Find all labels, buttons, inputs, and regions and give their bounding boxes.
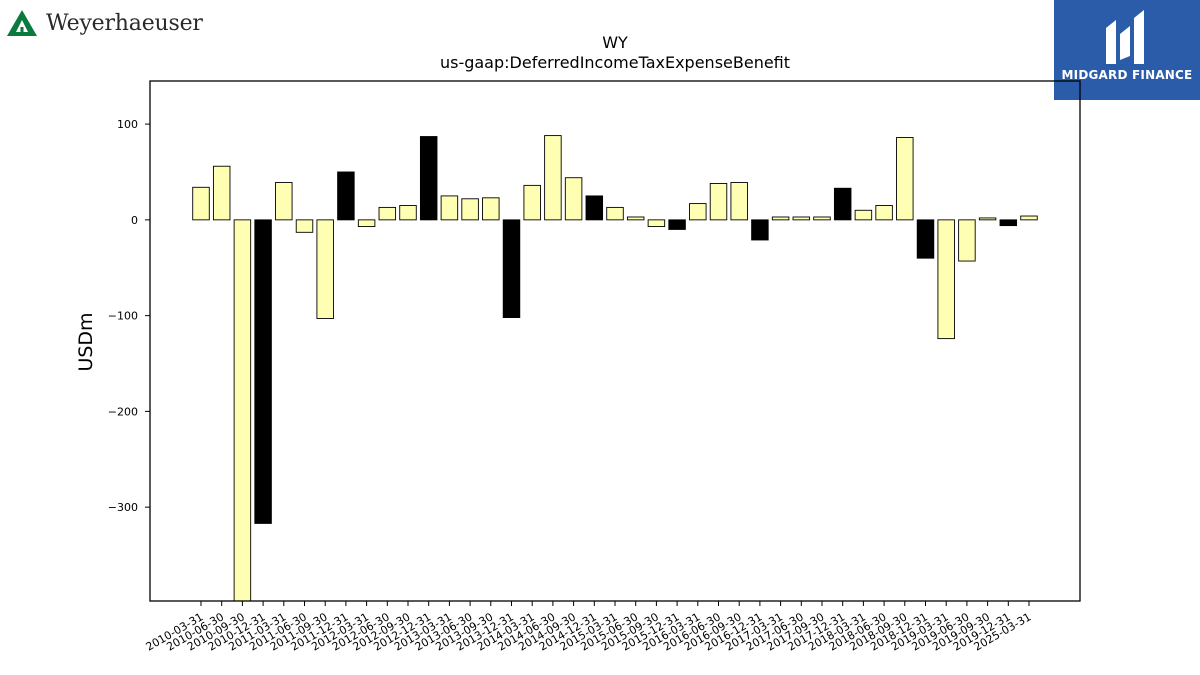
bar-2010-06-30 [212, 165, 231, 221]
bar-2010-09-30 [233, 219, 252, 602]
watermark-text: MIDGARD FINANCE [1061, 68, 1193, 82]
bar-2011-06-30 [295, 219, 314, 233]
y-axis: 100 0 −100 −200 −300 [108, 118, 150, 514]
bar-2011-12-31 [337, 171, 355, 221]
bar-2010-03-31 [192, 186, 210, 221]
bar-2012-03-31 [357, 219, 376, 228]
midgard-finance-watermark: MIDGARD FINANCE [1054, 0, 1200, 100]
bar-2013-12-31 [502, 219, 521, 318]
y-tick-label: −200 [108, 405, 138, 418]
bar-2016-12-31 [751, 219, 769, 241]
bar-2019-09-30 [978, 217, 997, 221]
midgard-logo-icon [1106, 10, 1144, 64]
weyerhaeuser-logo: Weyerhaeuser [6, 6, 203, 40]
bar-2018-12-31 [916, 219, 935, 259]
y-tick-label: −100 [108, 310, 138, 323]
chart-subtitle: us-gaap:DeferredIncomeTaxExpenseBenefit [440, 53, 790, 72]
bar-2014-09-30 [564, 177, 583, 221]
bar-2018-06-30 [875, 205, 893, 221]
bar-2015-03-31 [606, 206, 624, 221]
bar-2015-12-31 [668, 219, 686, 230]
bar-2017-03-31 [771, 216, 790, 221]
company-name: Weyerhaeuser [46, 10, 203, 36]
bars-group [192, 135, 1038, 602]
bar-2013-09-30 [482, 197, 500, 221]
bar-2012-09-30 [399, 205, 417, 221]
bar-2015-09-30 [647, 219, 666, 228]
bar-2014-12-31 [585, 195, 604, 221]
bar-2013-03-31 [440, 195, 459, 221]
bar-2010-12-31 [254, 219, 272, 524]
bar-2017-06-30 [792, 216, 811, 221]
y-tick-label: 100 [117, 118, 138, 131]
bar-2016-03-31 [689, 203, 707, 221]
bar-2013-06-30 [461, 198, 479, 221]
bar-2017-12-31 [833, 187, 852, 221]
bar-2019-06-30 [958, 219, 976, 262]
chart-title: WY [602, 33, 628, 52]
bar-2016-09-30 [730, 182, 748, 221]
bar-2015-06-30 [626, 216, 645, 221]
bar-2016-06-30 [709, 183, 728, 221]
bar-2011-09-30 [316, 219, 334, 319]
bar-2012-06-30 [378, 206, 397, 221]
bar-2014-06-30 [544, 135, 562, 221]
weyerhaeuser-tree-icon [7, 10, 37, 36]
bar-2019-03-31 [937, 219, 955, 340]
plot-frame [149, 80, 1081, 602]
bar-2014-03-31 [523, 184, 541, 221]
x-axis: 2010-03-312010-06-302010-09-302010-12-31… [144, 601, 1034, 654]
bar-2018-03-31 [854, 209, 873, 221]
y-tick-label: −300 [108, 501, 138, 514]
bar-2012-12-31 [419, 136, 438, 221]
y-tick-label: 0 [131, 214, 138, 227]
bar-2011-03-31 [275, 182, 293, 221]
bar-2017-09-30 [813, 216, 831, 221]
bar-2019-12-31 [999, 219, 1018, 227]
bar-2025-03-31 [1020, 215, 1038, 221]
y-axis-label: USDm [75, 312, 97, 371]
bar-2018-09-30 [896, 137, 914, 221]
